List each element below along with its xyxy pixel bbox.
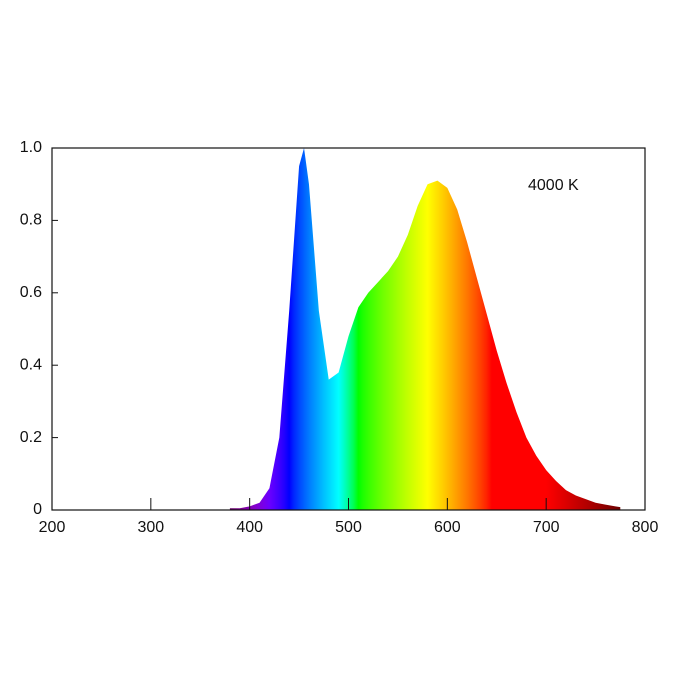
y-tick-label: 0.4 bbox=[20, 356, 42, 373]
x-tick-label: 800 bbox=[632, 519, 659, 536]
y-tick-label: 0 bbox=[33, 501, 42, 518]
spectrum-area bbox=[229, 148, 621, 510]
x-tick-label: 300 bbox=[137, 519, 164, 536]
x-tick-label: 500 bbox=[335, 519, 362, 536]
x-tick-label: 200 bbox=[39, 519, 66, 536]
y-tick-label: 0.8 bbox=[20, 212, 42, 229]
x-tick-label: 700 bbox=[533, 519, 560, 536]
x-tick-label: 400 bbox=[236, 519, 263, 536]
y-tick-label: 0.2 bbox=[20, 429, 42, 446]
y-tick-label: 0.6 bbox=[20, 284, 42, 301]
y-tick-label: 1.0 bbox=[20, 139, 42, 156]
x-tick-label: 600 bbox=[434, 519, 461, 536]
annotation: 4000 K bbox=[528, 177, 579, 194]
